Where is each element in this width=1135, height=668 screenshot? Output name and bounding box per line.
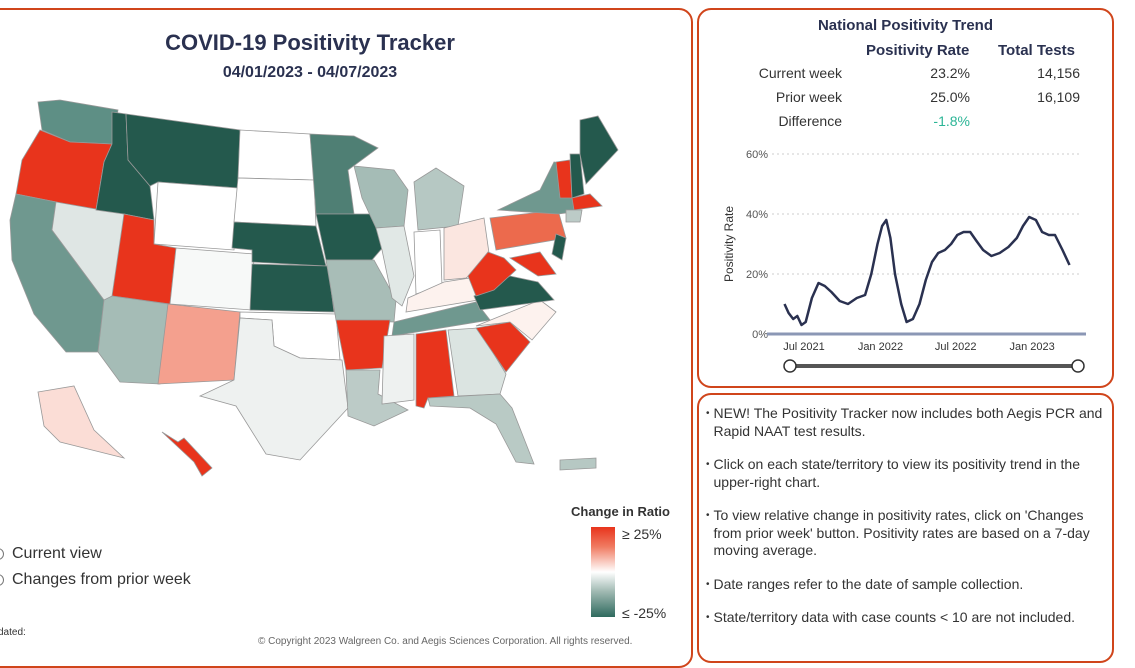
state-colorado[interactable] — [169, 247, 255, 311]
radio-circle-icon[interactable] — [0, 548, 4, 560]
date-range: 04/01/2023 - 04/07/2023 — [222, 64, 398, 81]
note-item: • NEW! The Positivity Tracker now include… — [706, 405, 1103, 439]
legend-high-label: ≥ 25% — [622, 526, 662, 542]
state-maryland[interactable] — [508, 251, 557, 277]
state-alabama[interactable] — [415, 329, 455, 409]
territory-puerto-rico[interactable] — [559, 457, 597, 471]
state-montana[interactable] — [125, 113, 241, 189]
bullet-icon: • — [706, 408, 710, 419]
notes-list: • NEW! The Positivity Tracker now include… — [706, 405, 1108, 643]
state-mississippi[interactable] — [381, 333, 415, 405]
state-wyoming[interactable] — [153, 181, 239, 251]
x-tick-label: Jul 2021 — [783, 341, 825, 353]
state-north-carolina[interactable] — [475, 299, 557, 341]
last-updated-label: dated: — [0, 627, 26, 638]
state-maine[interactable] — [579, 115, 619, 185]
bullet-icon: • — [706, 459, 710, 470]
radio-changes-from-prior-week[interactable]: Changes from prior week — [0, 571, 191, 589]
national-trend-chart[interactable]: 0% 20% 40% 60% Jul 2021 Jan 2022 Jul 2022 Jan 2… — [712, 140, 1102, 380]
page-title: COVID-19 Positivity Tracker — [165, 30, 455, 55]
notes-panel — [697, 393, 1114, 663]
state-iowa[interactable] — [315, 213, 385, 261]
bullet-icon: • — [706, 612, 710, 623]
state-nebraska[interactable] — [231, 221, 327, 267]
state-texas[interactable] — [198, 317, 349, 461]
radio-circle-icon[interactable] — [0, 574, 4, 586]
y-tick-label: 20% — [746, 269, 768, 281]
row-label-current-week: Current week — [758, 65, 842, 81]
radio-label: Changes from prior week — [12, 571, 191, 588]
trend-title: National Positivity Trend — [817, 17, 994, 34]
state-north-dakota[interactable] — [237, 129, 315, 181]
state-louisiana[interactable] — [345, 369, 409, 427]
row-label-difference: Difference — [778, 113, 842, 129]
state-missouri[interactable] — [325, 259, 397, 323]
state-arizona[interactable] — [97, 295, 169, 385]
y-tick-label: 0% — [752, 329, 768, 341]
series-line — [783, 215, 1071, 327]
y-axis-label: Positivity Rate — [722, 206, 736, 282]
state-arkansas[interactable] — [335, 319, 391, 371]
state-illinois[interactable] — [375, 225, 415, 307]
row-label-prior-week: Prior week — [775, 89, 842, 105]
state-new-mexico[interactable] — [157, 303, 241, 385]
trend-panel — [697, 8, 1114, 388]
legend-gradient — [591, 527, 615, 617]
y-tick-label: 60% — [746, 149, 768, 161]
x-tick-label: Jul 2022 — [935, 341, 977, 353]
header-total-tests: Total Tests — [998, 42, 1075, 59]
y-tick-label: 40% — [746, 209, 768, 221]
current-week-tests: 14,156 — [1037, 65, 1080, 81]
state-new-jersey[interactable] — [551, 233, 567, 261]
state-massachusetts[interactable] — [571, 193, 603, 211]
range-slider-start-handle[interactable] — [783, 359, 797, 373]
header-positivity-rate: Positivity Rate — [866, 42, 970, 59]
state-south-dakota[interactable] — [233, 177, 317, 227]
copyright-text: © Copyright 2023 Walgreen Co. and Aegis … — [258, 636, 633, 647]
legend-title: Change in Ratio — [571, 504, 670, 519]
state-georgia[interactable] — [447, 327, 507, 397]
bullet-icon: • — [706, 510, 710, 521]
state-hawaii[interactable] — [161, 431, 213, 477]
state-connecticut[interactable] — [565, 209, 583, 223]
prior-week-rate: 25.0% — [930, 89, 970, 105]
state-kansas[interactable] — [249, 263, 335, 313]
note-item: • Click on each state/territory to view i… — [706, 456, 1080, 490]
state-south-carolina[interactable] — [475, 321, 531, 373]
state-michigan[interactable] — [413, 167, 465, 231]
range-slider-end-handle[interactable] — [1071, 359, 1085, 373]
prior-week-tests: 16,109 — [1037, 89, 1080, 105]
radio-label: Current view — [12, 545, 102, 562]
current-week-rate: 23.2% — [930, 65, 970, 81]
state-new-hampshire[interactable] — [569, 153, 585, 199]
legend-low-label: ≤ -25% — [622, 605, 667, 621]
note-item: • State/territory data with case counts <… — [706, 609, 1075, 625]
state-alaska[interactable] — [37, 385, 126, 459]
difference-rate: -1.8% — [933, 113, 970, 129]
x-tick-label: Jan 2022 — [858, 341, 903, 353]
x-tick-label: Jan 2023 — [1010, 341, 1055, 353]
us-state-map[interactable] — [0, 90, 640, 490]
bullet-icon: • — [706, 578, 710, 590]
note-item: • To view relative change in positivity r… — [706, 507, 1090, 558]
note-item: • Date ranges refer to the date of sample… — [706, 575, 1024, 592]
radio-current-view[interactable]: Current view — [0, 545, 102, 563]
state-west-virginia[interactable] — [467, 251, 517, 297]
state-florida[interactable] — [427, 393, 535, 465]
